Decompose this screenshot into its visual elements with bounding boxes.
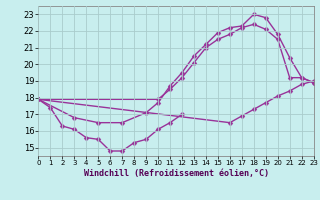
- X-axis label: Windchill (Refroidissement éolien,°C): Windchill (Refroidissement éolien,°C): [84, 169, 268, 178]
